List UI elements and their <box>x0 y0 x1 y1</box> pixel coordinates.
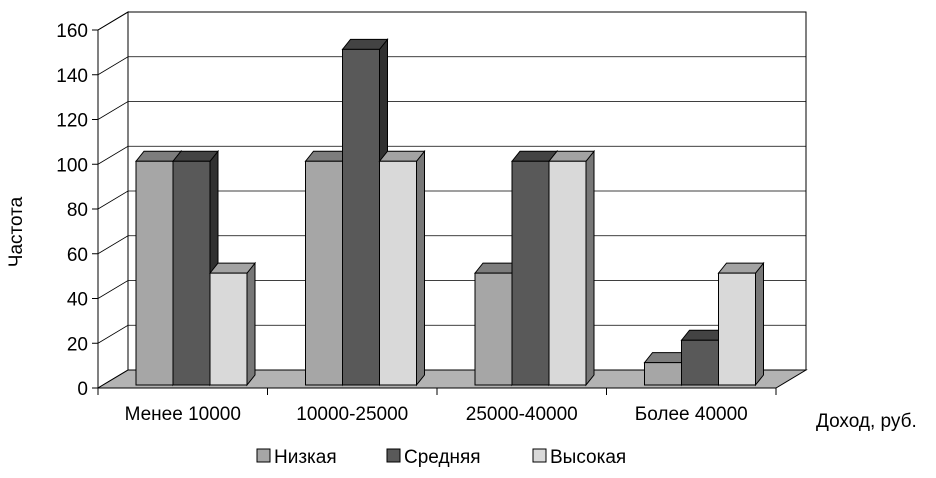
y-tick-label: 160 <box>56 21 88 42</box>
y-tick-label: 40 <box>67 290 88 311</box>
legend-swatch <box>387 449 400 462</box>
bar <box>380 151 425 385</box>
y-axis-title: Частота <box>6 196 27 267</box>
y-tick-label: 20 <box>67 334 88 355</box>
legend-swatch <box>257 449 270 462</box>
bar <box>549 151 594 385</box>
bar <box>210 263 255 385</box>
legend-label: Средняя <box>404 447 481 468</box>
legend-item: Средняя <box>387 447 481 468</box>
y-tick-label: 60 <box>67 245 88 266</box>
x-tick-label: Менее 10000 <box>125 404 241 425</box>
legend-item: Низкая <box>257 447 337 468</box>
y-tick-label: 80 <box>67 200 88 221</box>
x-tick-label: Более 40000 <box>635 404 748 425</box>
x-axis-title: Доход, руб. <box>816 411 917 432</box>
x-tick-label: 25000-40000 <box>466 404 578 425</box>
bar <box>719 263 764 385</box>
y-tick-label: 0 <box>77 379 88 400</box>
y-tick-label: 100 <box>56 155 88 176</box>
legend: Низкая Средняя Высокая <box>257 447 626 468</box>
legend-label: Высокая <box>550 447 626 468</box>
x-tick-label: 10000-25000 <box>296 404 408 425</box>
legend-label: Низкая <box>274 447 337 468</box>
legend-swatch <box>533 449 546 462</box>
legend-item: Высокая <box>533 447 626 468</box>
y-tick-label: 140 <box>56 66 88 87</box>
y-tick-label: 120 <box>56 111 88 132</box>
